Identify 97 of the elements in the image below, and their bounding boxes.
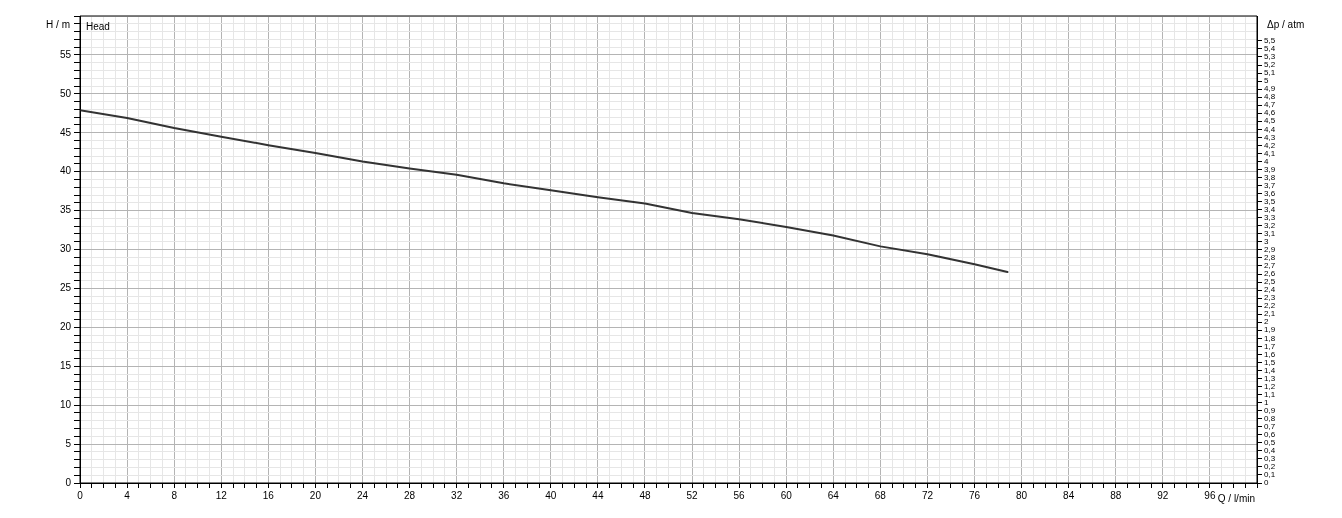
- y2-tick-label: 4,1: [1264, 148, 1276, 158]
- x-tick-label: 72: [921, 489, 934, 501]
- x-tick-label: 16: [262, 489, 275, 501]
- y2-tick-label: 5,4: [1264, 44, 1276, 54]
- y-tick-label: 35: [59, 204, 72, 216]
- y2-tick-label: 4,5: [1264, 116, 1276, 126]
- y2-tick-label: 0,1: [1264, 470, 1276, 480]
- x-tick-label: 92: [1157, 489, 1169, 501]
- y2-tick-label: 2,4: [1264, 285, 1276, 295]
- y-tick-label: 10: [59, 398, 72, 410]
- y2-tick-label: 2,5: [1264, 277, 1276, 287]
- x-tick-label: 56: [733, 489, 746, 501]
- y2-tick-label: 1,3: [1264, 373, 1276, 383]
- x-tick-label: 68: [874, 489, 887, 501]
- y2-tick-label: 4,4: [1264, 124, 1276, 134]
- y-tick-label: 30: [59, 243, 72, 255]
- y2-tick-label: 0: [1264, 478, 1269, 488]
- y2-tick-label: 5,2: [1264, 60, 1276, 70]
- y2-tick-label: 3,7: [1264, 180, 1276, 190]
- x-tick-label: 44: [592, 489, 604, 501]
- y2-tick-label: 2,6: [1264, 269, 1276, 279]
- y-tick-label: 25: [59, 282, 72, 294]
- y2-tick-label: 3,9: [1264, 164, 1276, 174]
- y2-tick-label: 3,6: [1264, 188, 1276, 198]
- x-tick-label: 48: [639, 489, 651, 501]
- y2-tick-label: 0,5: [1264, 438, 1276, 448]
- text: Head: [86, 20, 110, 32]
- y-tick-label: 40: [59, 165, 72, 177]
- y2-tick-label: 4,7: [1264, 100, 1276, 110]
- y2-tick-label: 4,2: [1264, 140, 1276, 150]
- x-tick-label: 80: [1016, 489, 1028, 501]
- y2-tick-label: 0,8: [1264, 413, 1276, 423]
- y2-tick-label: 1,2: [1264, 381, 1276, 391]
- y2-tick-label: 5,5: [1264, 36, 1276, 46]
- x-tick-label: 8: [171, 489, 178, 501]
- y2-tick-label: 0,6: [1264, 429, 1276, 439]
- y-tick-label: 50: [59, 87, 72, 99]
- x-tick-label: 20: [309, 489, 322, 501]
- y2-tick-label: 0,2: [1264, 462, 1276, 472]
- y2-tick-label: 4,8: [1264, 92, 1276, 102]
- y2-tick-label: 1,6: [1264, 349, 1276, 359]
- y2-tick-label: 3,5: [1264, 196, 1276, 206]
- y2-axis-title: Δp / atm: [1267, 18, 1305, 30]
- y2-tick-label: 0,4: [1264, 446, 1276, 456]
- x-tick-label: 32: [451, 489, 463, 501]
- y2-tick-label: 2,2: [1264, 301, 1276, 311]
- y2-tick-label: 0,3: [1264, 454, 1276, 464]
- x-tick-label: 96: [1204, 489, 1216, 501]
- y2-tick-label: 4: [1264, 156, 1269, 166]
- x-tick-label: 88: [1110, 489, 1122, 501]
- x-tick-label: 52: [686, 489, 699, 501]
- y2-tick-label: 1,9: [1264, 325, 1276, 335]
- x-tick-label: 12: [215, 489, 228, 501]
- y-tick-label: 20: [59, 321, 72, 333]
- y2-tick-label: 1,7: [1264, 341, 1276, 351]
- y2-tick-label: 3,2: [1264, 220, 1276, 230]
- y2-tick-label: 5,1: [1264, 68, 1276, 78]
- y-tick-label: 5: [65, 437, 72, 449]
- x-tick-label: 60: [780, 489, 793, 501]
- y2-tick-label: 2,7: [1264, 261, 1276, 271]
- x-tick-label: 0: [77, 489, 84, 501]
- y2-tick-label: 3,1: [1264, 229, 1276, 239]
- x-tick-label: 36: [498, 489, 510, 501]
- y2-tick-label: 4,3: [1264, 132, 1276, 142]
- x-tick-label: 84: [1063, 489, 1075, 501]
- x-tick-label: 4: [124, 489, 131, 501]
- y2-tick-label: 2,8: [1264, 253, 1276, 263]
- y2-tick-label: 3: [1264, 237, 1269, 247]
- x-axis-title: Q / l/min: [1217, 492, 1255, 504]
- y2-tick-label: 1,8: [1264, 333, 1276, 343]
- y2-tick-label: 5,3: [1264, 52, 1276, 62]
- y-tick-label: 15: [59, 360, 72, 371]
- y2-tick-label: 3,8: [1264, 172, 1276, 182]
- y-tick-label: 0: [65, 476, 72, 488]
- y2-tick-label: 1,1: [1264, 389, 1276, 399]
- x-tick-label: 28: [404, 489, 416, 501]
- y2-tick-label: 2,3: [1264, 293, 1276, 303]
- y-tick-label: 55: [59, 48, 72, 60]
- y2-tick-label: 1,4: [1264, 365, 1276, 375]
- y2-tick-label: 0,9: [1264, 405, 1276, 415]
- y2-tick-label: 1: [1264, 397, 1269, 407]
- y2-tick-label: 2,1: [1264, 309, 1276, 319]
- y2-tick-label: 3,3: [1264, 212, 1276, 222]
- y-axis-title: H / m: [46, 18, 70, 30]
- y2-tick-label: 0,7: [1264, 421, 1276, 431]
- y2-tick-label: 3,4: [1264, 204, 1276, 214]
- x-tick-label: 40: [545, 489, 557, 501]
- x-tick-label: 24: [356, 489, 369, 501]
- y2-tick-label: 1,5: [1264, 357, 1276, 367]
- y2-tick-label: 2: [1264, 317, 1269, 327]
- y-tick-label: 45: [59, 126, 72, 138]
- y2-tick-label: 4,9: [1264, 84, 1276, 94]
- x-tick-label: 64: [827, 489, 840, 501]
- y2-tick-label: 2,9: [1264, 245, 1276, 255]
- y2-tick-label: 4,6: [1264, 108, 1276, 118]
- y2-tick-label: 5: [1264, 76, 1269, 86]
- x-tick-label: 76: [968, 489, 981, 501]
